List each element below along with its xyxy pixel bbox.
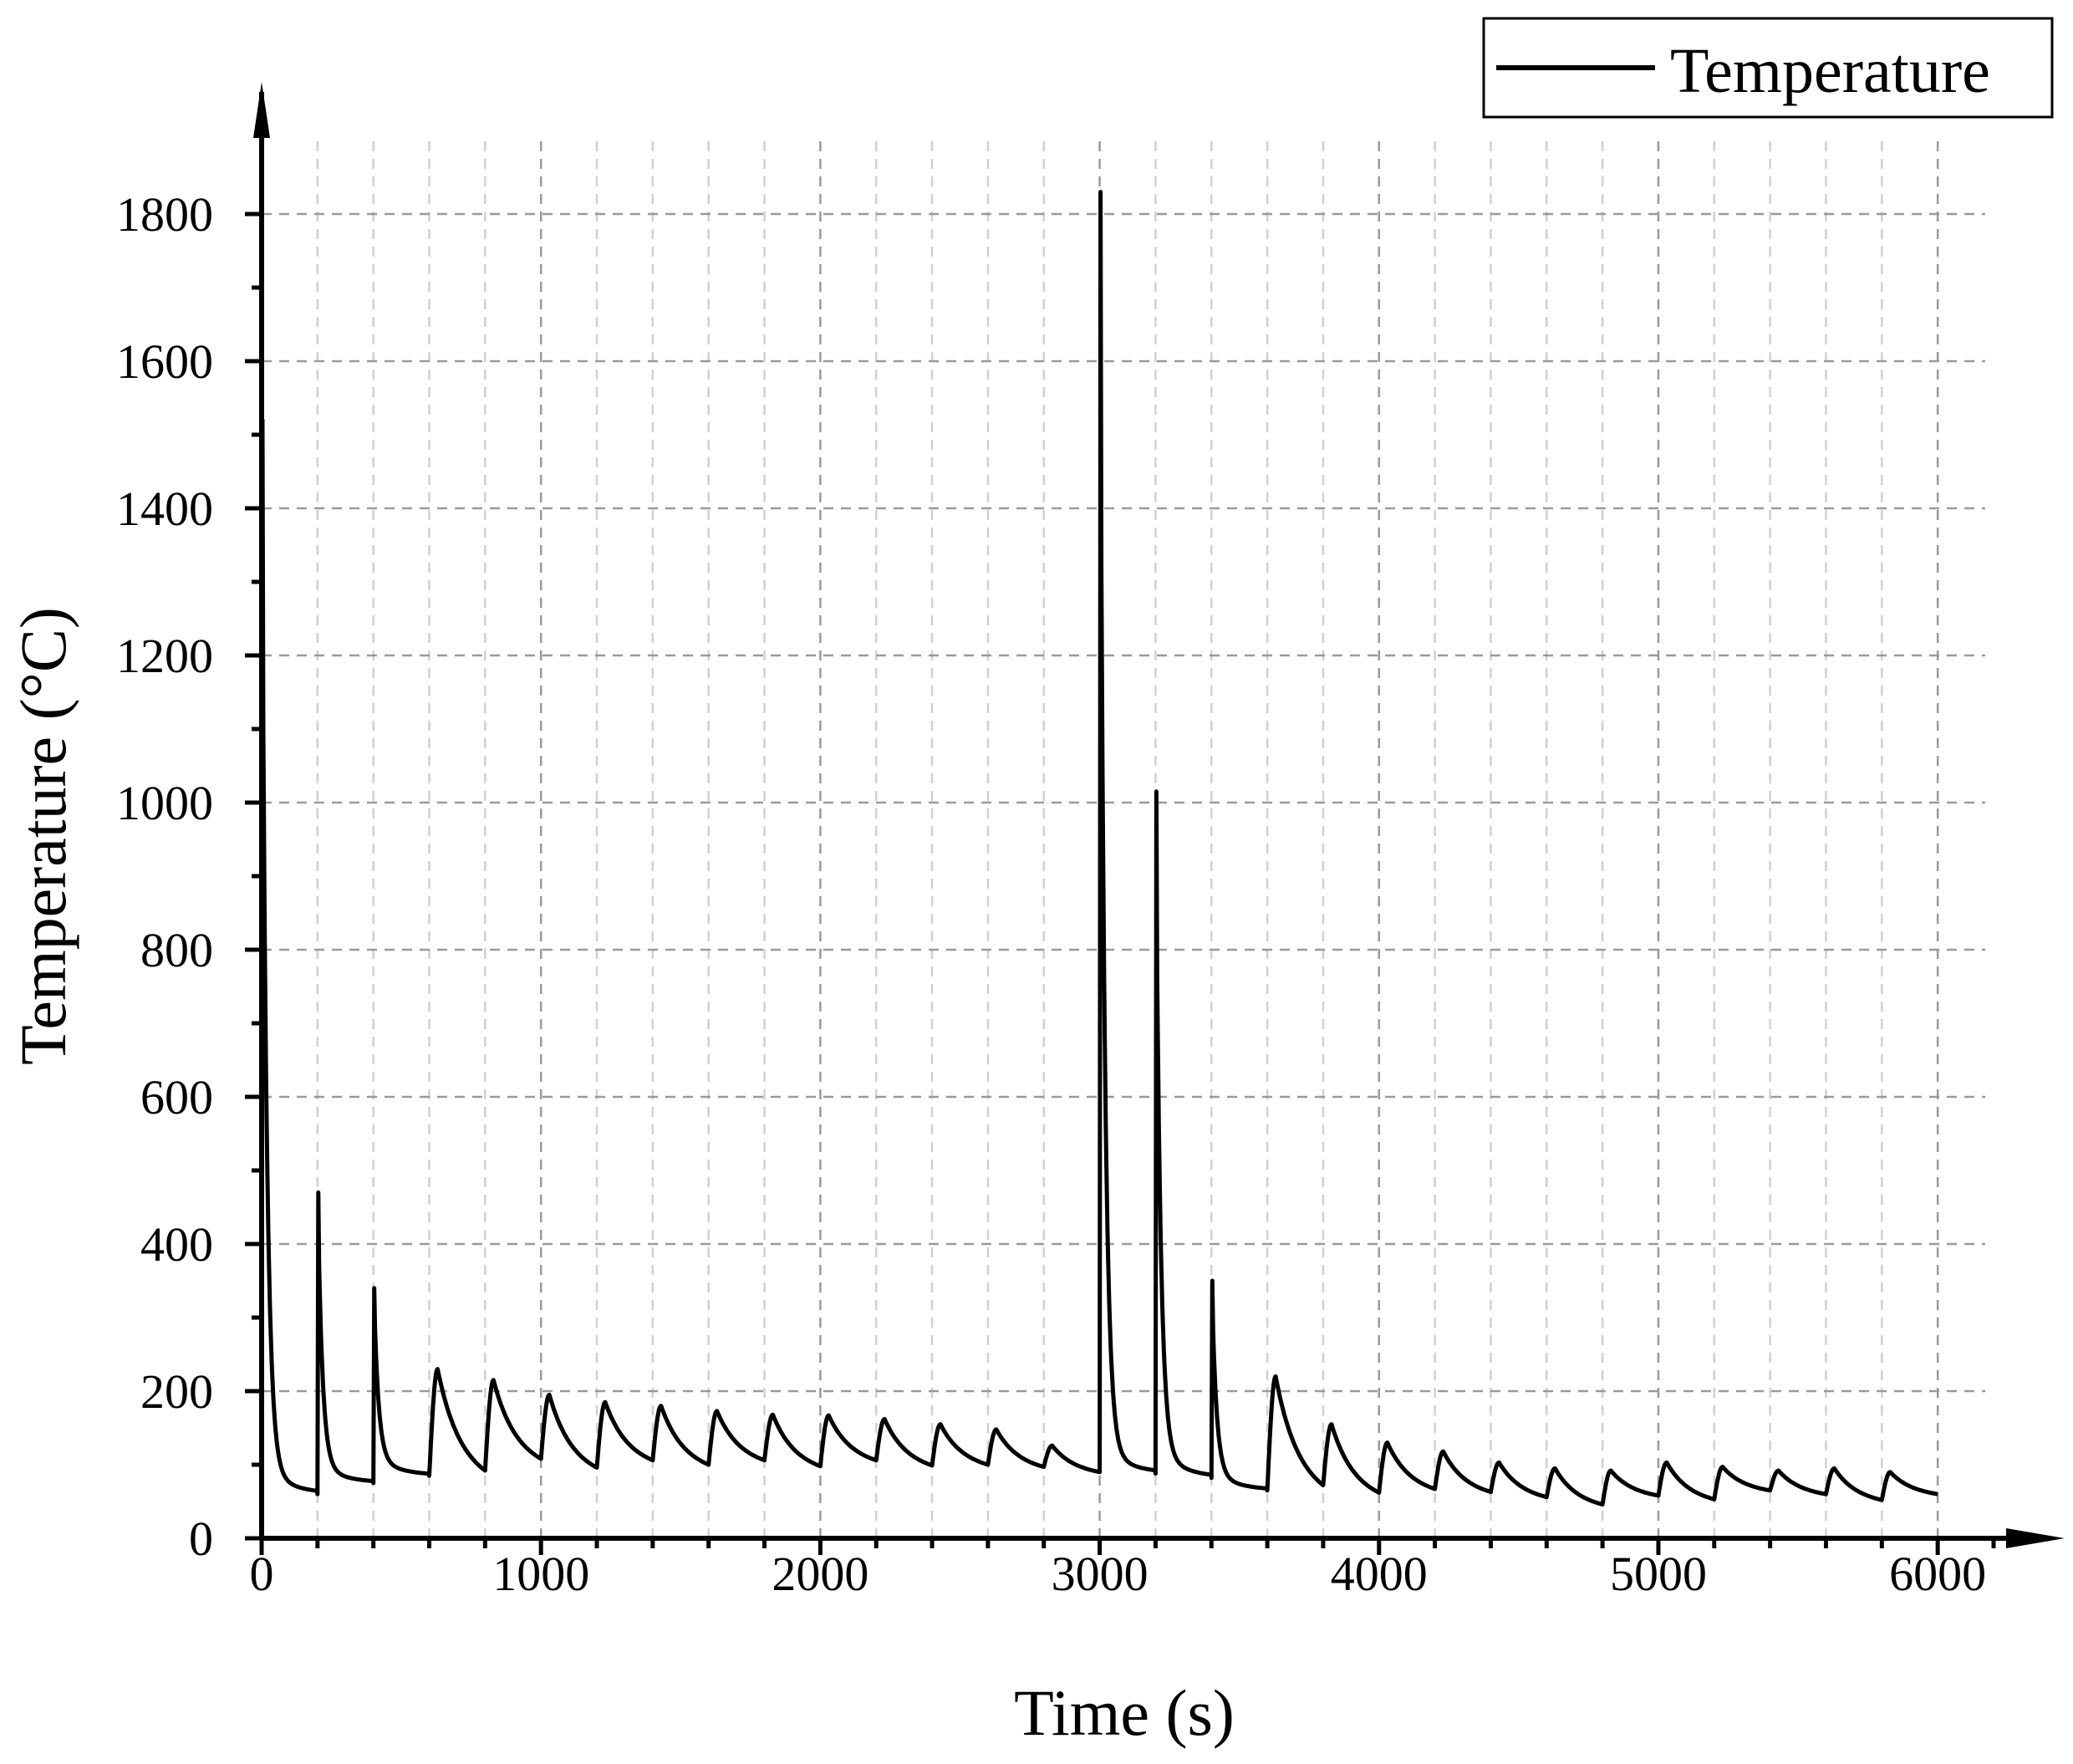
x-tick-label: 2000 [772, 1547, 868, 1601]
series-line-temperature [259, 190, 1938, 1539]
y-tick-label: 400 [140, 1217, 213, 1272]
y-tick-label: 1400 [116, 482, 213, 536]
axes [253, 82, 2065, 1548]
tick-labels: 0 200 400 600 800 1000 1200 1400 1600 1800 0 1000 20… [116, 187, 1986, 1601]
y-tick-label: 1800 [116, 187, 213, 242]
tick-marks [245, 212, 1996, 1555]
y-tick-label: 1200 [116, 629, 213, 683]
x-axis-arrow [2006, 1528, 2065, 1548]
x-axis-title: Time (s) [1014, 1676, 1235, 1749]
grid-lines [262, 140, 1985, 1538]
series-layer [259, 190, 1938, 1539]
x-tick-label: 3000 [1052, 1547, 1149, 1601]
y-tick-label: 800 [140, 923, 213, 977]
x-tick-label: 5000 [1610, 1547, 1707, 1601]
x-tick-label: 0 [250, 1547, 274, 1601]
y-tick-label: 0 [189, 1512, 213, 1566]
x-tick-label: 6000 [1889, 1547, 1986, 1601]
y-tick-label: 1000 [116, 776, 213, 830]
y-tick-label: 1600 [116, 334, 213, 389]
x-tick-label: 1000 [492, 1547, 589, 1601]
y-axis-arrow [253, 82, 270, 138]
x-tick-label: 4000 [1331, 1547, 1428, 1601]
y-tick-label: 200 [140, 1364, 213, 1419]
y-tick-label: 600 [140, 1070, 213, 1124]
y-axis-title: Temperature (°C) [7, 607, 79, 1065]
legend-label: Temperature [1670, 36, 1990, 106]
legend: Temperature [1482, 17, 2054, 119]
